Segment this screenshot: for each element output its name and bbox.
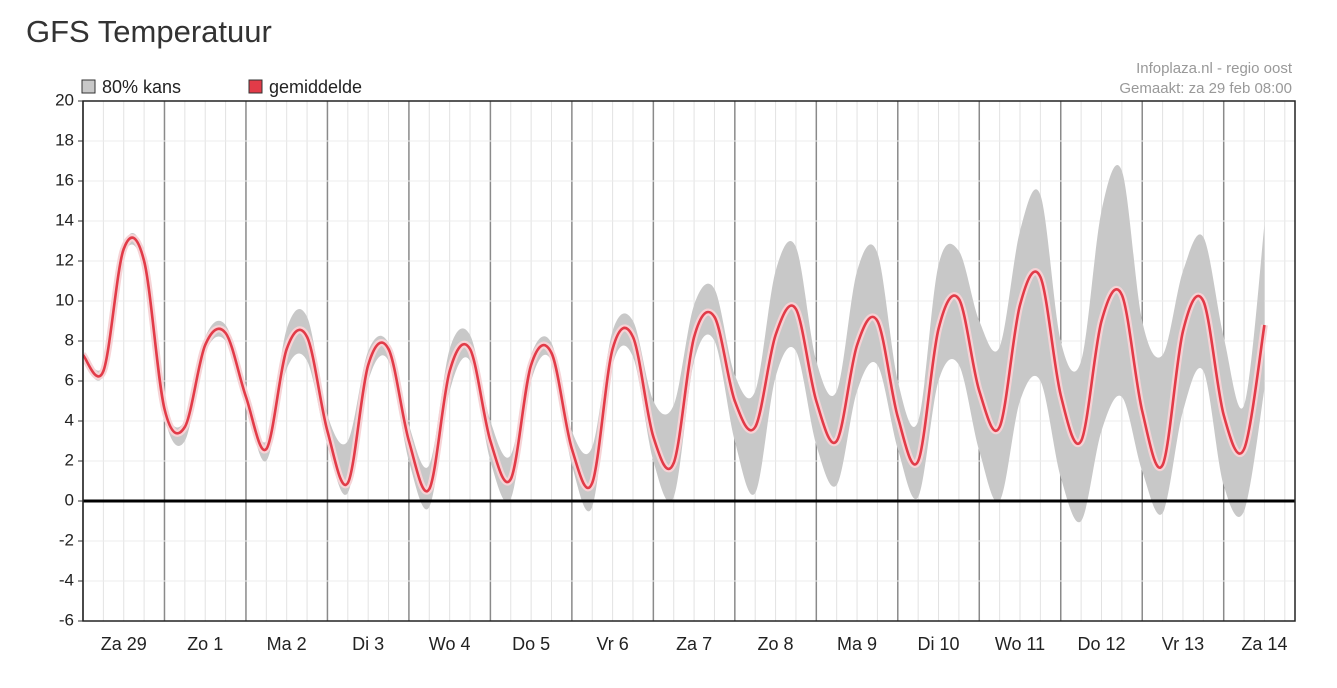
page-title: GFS Temperatuur <box>26 14 272 49</box>
mean-line <box>83 236 1266 493</box>
x-tick-label: Wo 11 <box>995 634 1045 654</box>
x-tick-label: Ma 2 <box>267 634 307 654</box>
x-tick-label: Di 10 <box>918 634 960 654</box>
created: Gemaakt: za 29 feb 08:00 <box>1119 80 1292 97</box>
y-tick-label: 10 <box>55 290 74 309</box>
x-tick-label: Do 12 <box>1077 634 1125 654</box>
x-tick-label: Do 5 <box>512 634 550 654</box>
y-tick-label: 20 <box>55 90 74 109</box>
x-tick-label: Za 7 <box>676 634 712 654</box>
legend-swatch <box>81 79 96 94</box>
y-tick-label: 6 <box>65 370 74 389</box>
y-tick-label: 8 <box>65 330 74 349</box>
y-tick-label: 2 <box>65 450 74 469</box>
y-tick-label: 12 <box>55 250 74 269</box>
x-tick-label: Wo 4 <box>429 634 471 654</box>
x-tick-label: Zo 8 <box>758 634 794 654</box>
y-tick-label: -6 <box>59 610 74 629</box>
x-tick-label: Za 29 <box>101 634 147 654</box>
x-tick-label: Vr 13 <box>1162 634 1204 654</box>
y-tick-label: 4 <box>65 410 74 429</box>
x-tick-label: Di 3 <box>352 634 384 654</box>
y-tick-label: -2 <box>59 530 74 549</box>
x-tick-label: Za 14 <box>1241 634 1287 654</box>
legend-label: 80% kans <box>102 77 181 97</box>
x-tick-label: Ma 9 <box>837 634 877 654</box>
plot-frame <box>82 100 1296 622</box>
y-tick-label: 14 <box>55 210 74 229</box>
y-tick-label: 16 <box>55 170 74 189</box>
x-tick-label: Zo 1 <box>187 634 223 654</box>
x-tick-label: Vr 6 <box>596 634 628 654</box>
source: Infoplaza.nl - regio oost <box>1136 60 1293 77</box>
y-tick-label: -4 <box>59 570 74 589</box>
legend-swatch <box>248 79 263 94</box>
legend-label: gemiddelde <box>269 77 362 97</box>
y-tick-label: 18 <box>55 130 74 149</box>
y-tick-label: 0 <box>65 490 74 509</box>
edge-mask <box>1296 626 1337 666</box>
